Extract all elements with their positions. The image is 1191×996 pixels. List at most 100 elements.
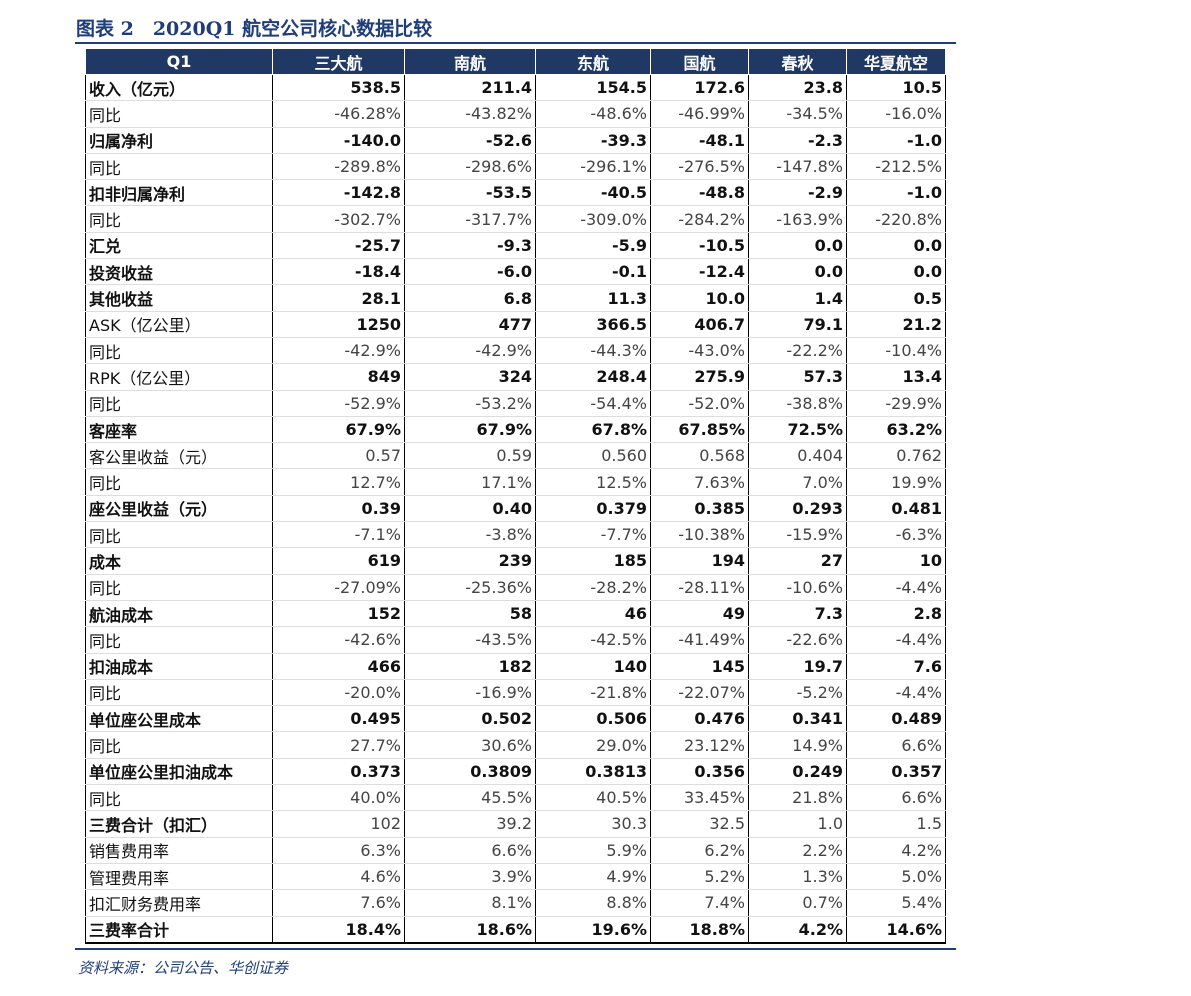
cell: 0.0 [846,232,946,260]
column-header: 东航 [535,48,651,75]
cell: -16.0% [846,100,946,128]
cell: 0.57 [272,442,405,470]
data-table: Q1 三大航 南航 东航 国航 春秋 华夏航空 收入（亿元） 538.5 211.4 154.5 1… [85,48,946,944]
table-row: 扣油成本 466 182 140 145 19.7 7.6 [85,653,946,680]
table-row: 三费合计（扣汇） 102 39.2 30.3 32.5 1.0 1.5 [85,810,946,838]
row-label: 同比 [85,100,273,128]
cell: 57.3 [748,363,847,391]
cell: 27.7% [272,731,405,759]
cell: -15.9% [748,521,847,549]
cell: -48.8 [650,179,749,207]
cell: 0.481 [846,495,946,523]
cell: 152 [272,600,405,628]
cell: -7.1% [272,521,405,549]
cell: 18.6% [404,916,536,944]
cell: 19.6% [535,916,651,944]
table-row: 三费率合计 18.4% 18.6% 19.6% 18.8% 4.2% 14.6% [85,916,946,944]
cell: -21.8% [535,679,651,707]
cell: 67.8% [535,416,651,444]
cell: 6.6% [846,784,946,812]
table-row: 销售费用率 6.3% 6.6% 5.9% 6.2% 2.2% 4.2% [85,837,946,864]
cell: 6.6% [404,837,536,864]
row-label: 其他收益 [85,284,273,312]
cell: 72.5% [748,416,847,444]
row-label: 同比 [85,390,273,417]
cell: -2.3 [748,127,847,154]
cell: 19.9% [846,468,946,496]
cell: -52.9% [272,390,405,417]
cell: 27 [748,547,847,575]
table-row: 汇兑 -25.7 -9.3 -5.9 -10.5 0.0 0.0 [85,232,946,260]
cell: -10.5 [650,232,749,260]
cell: -309.0% [535,205,651,233]
row-label: 同比 [85,626,273,654]
cell: 0.373 [272,758,405,786]
table-row: 同比 -289.8% -298.6% -296.1% -276.5% -147.8% -21… [85,153,946,181]
cell: -6.0 [404,258,536,286]
cell: 172.6 [650,74,749,102]
cell: 185 [535,547,651,575]
table-row: 同比 -302.7% -317.7% -309.0% -284.2% -163.9% -22… [85,205,946,233]
table-row: 投资收益 -18.4 -6.0 -0.1 -12.4 0.0 0.0 [85,258,946,286]
cell: -53.5 [404,179,536,207]
row-label: RPK（亿公里） [85,363,273,391]
cell: 1250 [272,310,405,338]
cell: 23.12% [650,731,749,759]
table-row: RPK（亿公里） 849 324 248.4 275.9 57.3 13.4 [85,363,946,391]
rule [75,948,956,950]
cell: 6.6% [846,731,946,759]
cell: 0.379 [535,495,651,523]
cell: -53.2% [404,390,536,417]
cell: -276.5% [650,153,749,181]
cell: 0.0 [748,232,847,260]
column-header: 春秋 [748,48,847,75]
cell: -43.5% [404,626,536,654]
cell: 0.39 [272,495,405,523]
column-header: 国航 [650,48,749,75]
cell: 3.9% [404,863,536,891]
cell: 40.0% [272,784,405,812]
cell: -20.0% [272,679,405,707]
row-label: 座公里收益（元） [85,495,273,523]
cell: -46.28% [272,100,405,128]
cell: 33.45% [650,784,749,812]
table-row: 同比 27.7% 30.6% 29.0% 23.12% 14.9% 6.6% [85,731,946,759]
column-header: Q1 [85,48,273,75]
cell: -43.82% [404,100,536,128]
title: 图表 2 2020Q1 航空公司核心数据比较 [76,18,433,40]
cell: 63.2% [846,416,946,444]
row-label: 扣汇财务费用率 [85,889,273,917]
cell: 6.3% [272,837,405,864]
cell: 366.5 [535,310,651,338]
cell: 145 [650,653,749,680]
cell: 19.7 [748,653,847,680]
cell: 21.2 [846,310,946,338]
row-label: 同比 [85,468,273,496]
rule [75,42,956,44]
cell: 466 [272,653,405,680]
cell: 4.6% [272,863,405,891]
cell: -302.7% [272,205,405,233]
table-row: 客座率 67.9% 67.9% 67.8% 67.85% 72.5% 63.2% [85,416,946,444]
cell: 28.1 [272,284,405,312]
cell: 2.2% [748,837,847,864]
cell: 7.6% [272,889,405,917]
row-label: 客公里收益（元） [85,442,273,470]
table-row: 同比 12.7% 17.1% 12.5% 7.63% 7.0% 19.9% [85,468,946,496]
cell: -25.7 [272,232,405,260]
cell: 10.0 [650,284,749,312]
cell: 619 [272,547,405,575]
row-label: 汇兑 [85,232,273,260]
cell: -48.1 [650,127,749,154]
cell: -5.9 [535,232,651,260]
table-row: 扣非归属净利 -142.8 -53.5 -40.5 -48.8 -2.9 -1.0 [85,179,946,207]
cell: -18.4 [272,258,405,286]
row-label: 客座率 [85,416,273,444]
row-label: 同比 [85,784,273,812]
cell: -28.2% [535,574,651,601]
cell: -10.38% [650,521,749,549]
cell: -44.3% [535,337,651,365]
cell: 5.0% [846,863,946,891]
row-label: 销售费用率 [85,837,273,864]
row-label: 归属净利 [85,127,273,154]
